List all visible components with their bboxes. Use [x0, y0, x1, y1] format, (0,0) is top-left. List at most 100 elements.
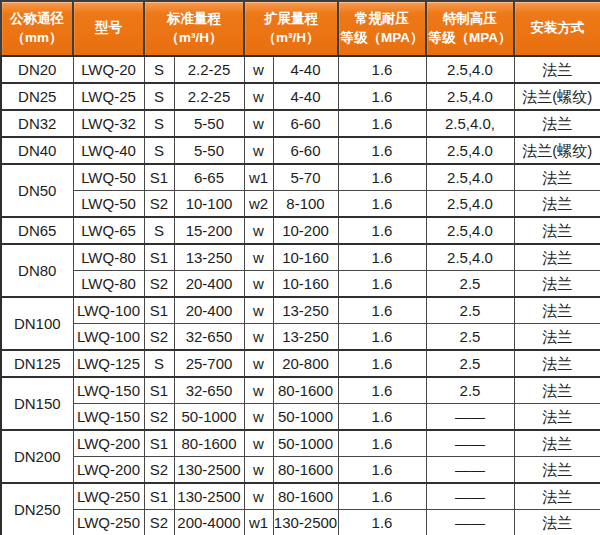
model-cell: LWQ-150: [73, 377, 144, 404]
install-cell: 法兰: [514, 191, 600, 218]
header-model: 型号: [73, 1, 144, 56]
model-cell: LWQ-250: [73, 510, 144, 535]
table-row: DN150LWQ-150S132-650w80-16001.62.5法兰: [1, 377, 600, 404]
hp-rating-cell: 2.5,4.0: [426, 56, 514, 83]
std-code-cell: S2: [144, 271, 174, 298]
ext-code-cell: w: [244, 350, 273, 377]
model-cell: LWQ-200: [73, 430, 144, 457]
install-cell: 法兰: [514, 56, 600, 83]
std-code-cell: S2: [144, 324, 174, 351]
table-row: DN80LWQ-80S113-250w10-1601.62.5,4.0法兰: [1, 244, 600, 271]
header-nominal-diameter: 公称通径 （mm）: [1, 1, 73, 56]
std-range-cell: 130-2500: [174, 457, 244, 484]
std-code-cell: S: [144, 350, 174, 377]
std-range-cell: 200-4000: [174, 510, 244, 535]
model-cell: LWQ-80: [73, 244, 144, 271]
ext-range-cell: 50-1000: [273, 404, 338, 431]
ext-code-cell: w: [244, 110, 273, 137]
std-range-cell: 2.2-25: [174, 83, 244, 110]
hp-rating-cell: 2.5,4.0: [426, 83, 514, 110]
ext-code-cell: w: [244, 483, 273, 510]
model-cell: LWQ-150: [73, 404, 144, 431]
pressure-rating-cell: 1.6: [338, 377, 426, 404]
dn-cell: DN200: [1, 430, 73, 483]
ext-range-cell: 5-70: [273, 164, 338, 191]
ext-range-cell: 4-40: [273, 83, 338, 110]
hp-rating-cell: 2.5: [426, 271, 514, 298]
model-cell: LWQ-80: [73, 271, 144, 298]
hp-rating-cell: 2.5: [426, 297, 514, 324]
model-cell: LWQ-100: [73, 297, 144, 324]
ext-range-cell: 6-60: [273, 137, 338, 164]
ext-code-cell: w: [244, 244, 273, 271]
table-row: DN20LWQ-20S2.2-25w4-401.62.5,4.0法兰: [1, 56, 600, 83]
std-code-cell: S: [144, 110, 174, 137]
header-row: 公称通径 （mm） 型号 标准量程 （m³/H） 扩展量程 （m³/H） 常规耐…: [1, 1, 600, 56]
hp-rating-cell: 2.5,4.0,: [426, 110, 514, 137]
pressure-rating-cell: 1.6: [338, 244, 426, 271]
std-code-cell: S1: [144, 483, 174, 510]
model-cell: LWQ-25: [73, 83, 144, 110]
install-cell: 法兰: [514, 217, 600, 244]
model-cell: LWQ-125: [73, 350, 144, 377]
dn-cell: DN125: [1, 350, 73, 377]
ext-range-cell: 4-40: [273, 56, 338, 83]
install-cell: 法兰: [514, 483, 600, 510]
install-cell: 法兰: [514, 510, 600, 535]
install-cell: 法兰: [514, 350, 600, 377]
install-cell: 法兰: [514, 457, 600, 484]
dn-cell: DN65: [1, 217, 73, 244]
ext-range-cell: 20-800: [273, 350, 338, 377]
pressure-rating-cell: 1.6: [338, 164, 426, 191]
hp-rating-cell: 2.5: [426, 350, 514, 377]
hp-rating-cell: 2.5: [426, 324, 514, 351]
install-cell: 法兰: [514, 271, 600, 298]
dn-cell: DN25: [1, 83, 73, 110]
table-row: DN65LWQ-65S15-200w10-2001.62.5,4.0法兰: [1, 217, 600, 244]
ext-range-cell: 8-100: [273, 191, 338, 218]
spec-table: 公称通径 （mm） 型号 标准量程 （m³/H） 扩展量程 （m³/H） 常规耐…: [0, 0, 600, 535]
table-row: DN250LWQ-250S1130-2500w80-16001.6——法兰: [1, 483, 600, 510]
ext-code-cell: w2: [244, 191, 273, 218]
pressure-rating-cell: 1.6: [338, 457, 426, 484]
dn-cell: DN40: [1, 137, 73, 164]
dn-cell: DN32: [1, 110, 73, 137]
pressure-rating-cell: 1.6: [338, 510, 426, 535]
std-range-cell: 80-1600: [174, 430, 244, 457]
ext-code-cell: w: [244, 217, 273, 244]
hp-rating-cell: 2.5: [426, 377, 514, 404]
install-cell: 法兰: [514, 164, 600, 191]
header-special-pressure: 特制高压 等级（MPA）: [426, 1, 514, 56]
table-row: LWQ-150S250-1000w50-10001.6——法兰: [1, 404, 600, 431]
dn-cell: DN250: [1, 483, 73, 535]
ext-range-cell: 130-2500: [273, 510, 338, 535]
install-cell: 法兰: [514, 244, 600, 271]
hp-rating-cell: 2.5,4.0: [426, 137, 514, 164]
model-cell: LWQ-50: [73, 191, 144, 218]
dn-cell: DN50: [1, 164, 73, 217]
pressure-rating-cell: 1.6: [338, 324, 426, 351]
ext-code-cell: w: [244, 430, 273, 457]
std-range-cell: 50-1000: [174, 404, 244, 431]
pressure-rating-cell: 1.6: [338, 191, 426, 218]
pressure-rating-cell: 1.6: [338, 483, 426, 510]
std-range-cell: 13-250: [174, 244, 244, 271]
pressure-rating-cell: 1.6: [338, 217, 426, 244]
ext-range-cell: 10-160: [273, 271, 338, 298]
dn-cell: DN150: [1, 377, 73, 430]
ext-range-cell: 6-60: [273, 110, 338, 137]
pressure-rating-cell: 1.6: [338, 350, 426, 377]
pressure-rating-cell: 1.6: [338, 271, 426, 298]
std-range-cell: 20-400: [174, 297, 244, 324]
ext-range-cell: 10-160: [273, 244, 338, 271]
dn-cell: DN20: [1, 56, 73, 83]
ext-code-cell: w1: [244, 510, 273, 535]
table-row: LWQ-80S220-400w10-1601.62.5法兰: [1, 271, 600, 298]
ext-range-cell: 80-1600: [273, 457, 338, 484]
install-cell: 法兰(螺纹): [514, 137, 600, 164]
std-range-cell: 130-2500: [174, 483, 244, 510]
table-header: 公称通径 （mm） 型号 标准量程 （m³/H） 扩展量程 （m³/H） 常规耐…: [1, 1, 600, 56]
hp-rating-cell: ——: [426, 457, 514, 484]
ext-range-cell: 80-1600: [273, 483, 338, 510]
header-normal-pressure: 常规耐压 等级（MPA）: [338, 1, 426, 56]
